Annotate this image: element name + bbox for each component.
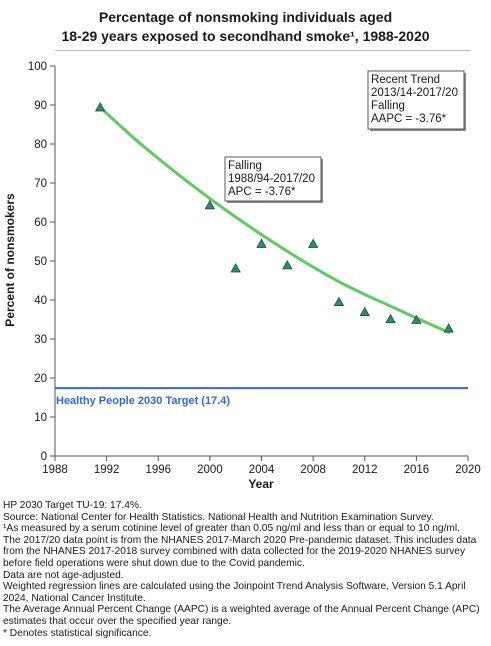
data-point: [204, 199, 216, 210]
x-tick-label: 1992: [94, 464, 120, 476]
annotation-frame: [224, 156, 322, 202]
footnote-line: ¹As measured by a serum cotinine level o…: [3, 523, 460, 535]
annotation-text: AAPC = -3.76*: [371, 113, 447, 125]
annotation-frame: [367, 70, 465, 130]
data-point: [256, 238, 267, 248]
footnotes: HP 2030 Target TU-19: 17.4%. Source: Nati…: [3, 500, 489, 639]
y-tick-label: 30: [34, 334, 47, 346]
data-point: [443, 323, 454, 333]
x-tick-label: 2008: [300, 464, 326, 476]
data-point: [385, 313, 396, 324]
data-point: [230, 263, 241, 273]
footnote-line: HP 2030 Target TU-19: 17.4%.: [3, 500, 142, 511]
y-axis-label: Percent of nonsmokers: [3, 193, 17, 327]
chart-title: Percentage of nonsmoking individuals age…: [0, 8, 491, 46]
points-layer: [94, 102, 454, 333]
x-tick-label: 1988: [42, 464, 68, 476]
annotation-text: Falling: [371, 100, 405, 112]
y-tick-label: 0: [41, 451, 47, 463]
y-tick-label: 60: [34, 217, 47, 229]
footnote-line: * Denotes statistical significance.: [3, 627, 152, 639]
footnote-line: The Average Annual Percent Change (AAPC)…: [3, 604, 483, 627]
y-tick-label: 70: [34, 178, 47, 190]
title-divider: [55, 50, 470, 51]
annotation-text: Recent Trend: [371, 74, 440, 86]
annotation-text: 2013/14-2017/20: [371, 87, 458, 99]
trend-line: [98, 105, 451, 334]
y-tick-label: 20: [34, 373, 47, 385]
chart-title-line-1: Percentage of nonsmoking individuals age…: [98, 9, 393, 25]
chart-title-line-2: 18-29 years exposed to secondhand smoke¹…: [61, 28, 430, 44]
annotation-text: APC = -3.76*: [228, 186, 296, 198]
data-point: [411, 314, 422, 324]
y-tick-label: 80: [34, 139, 47, 151]
footnote-line: Weighted regression lines are calculated…: [3, 581, 469, 604]
data-point: [307, 238, 319, 248]
y-tick-label: 90: [34, 100, 47, 112]
data-point: [359, 306, 370, 317]
target-label: Healthy People 2030 Target (17.4): [56, 395, 230, 407]
y-tick-label: 40: [34, 295, 47, 307]
y-tick-label: 100: [28, 61, 47, 73]
x-tick-label: 2012: [352, 464, 378, 476]
footnote-line: Source: National Center for Health Stati…: [3, 511, 434, 523]
chart-area: 0 10 20 30 40 50 60 70 80 90 100 1988 1992 1996 2000 20…: [3, 61, 481, 491]
data-point: [94, 102, 106, 112]
footnote-line: Data are not age-adjusted.: [3, 569, 124, 581]
trend-layer: [98, 105, 451, 334]
x-tick-label: 2004: [249, 464, 275, 476]
x-axis-label: Year: [248, 477, 274, 491]
x-tick-label: 2020: [455, 464, 481, 476]
annotation-text: Falling: [228, 160, 262, 172]
data-point: [333, 296, 345, 306]
y-tick-label: 50: [34, 256, 47, 268]
x-tick-label: 2016: [404, 464, 430, 476]
axes: 0 10 20 30 40 50 60 70 80 90 100 1988 1992 1996 2000 20…: [28, 61, 481, 476]
data-point: [282, 259, 293, 270]
annotation-text: 1988/94-2017/20: [228, 173, 315, 185]
footnote-line: The 2017/20 data point is from the NHANE…: [3, 534, 480, 569]
y-tick-label: 10: [34, 412, 47, 424]
x-tick-label: 2000: [197, 464, 223, 476]
target-layer: Healthy People 2030 Target (17.4): [55, 387, 468, 407]
x-tick-label: 1996: [145, 464, 171, 476]
